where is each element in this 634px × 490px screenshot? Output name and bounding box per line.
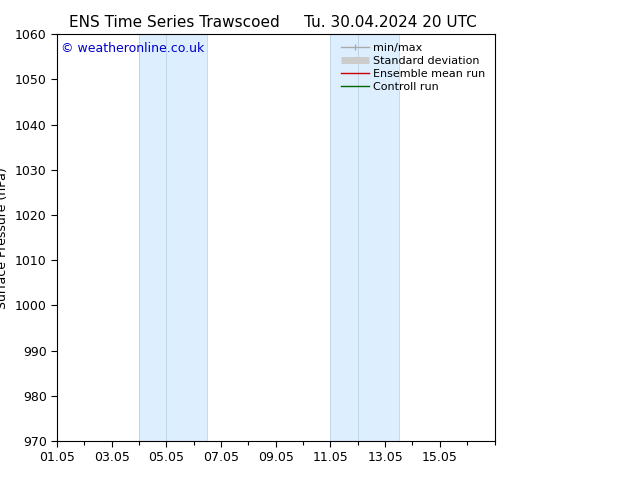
Text: ENS Time Series Trawscoed     Tu. 30.04.2024 20 UTC: ENS Time Series Trawscoed Tu. 30.04.2024… xyxy=(68,15,477,30)
Bar xyxy=(139,34,207,441)
Y-axis label: Surface Pressure (hPa): Surface Pressure (hPa) xyxy=(0,167,10,309)
Legend: min/max, Standard deviation, Ensemble mean run, Controll run: min/max, Standard deviation, Ensemble me… xyxy=(338,40,489,95)
Bar xyxy=(330,34,399,441)
Text: © weatheronline.co.uk: © weatheronline.co.uk xyxy=(61,43,205,55)
